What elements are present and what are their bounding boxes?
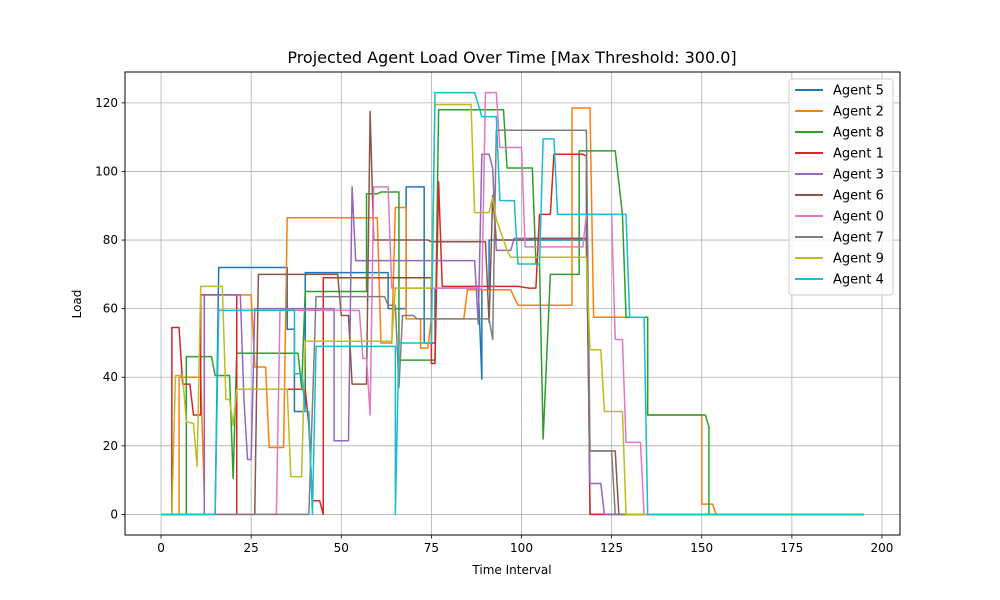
x-tick-label: 50	[334, 541, 349, 555]
x-tick-label: 75	[424, 541, 439, 555]
chart-title: Projected Agent Load Over Time [Max Thre…	[287, 48, 736, 67]
y-tick-label: 0	[110, 507, 118, 521]
series-line-agent-6	[161, 110, 864, 516]
x-tick-label: 125	[600, 541, 623, 555]
y-tick-label: 120	[95, 96, 118, 110]
y-tick-label: 60	[103, 302, 118, 316]
legend-label: Agent 6	[833, 189, 884, 204]
x-tick-label: 150	[690, 541, 713, 555]
x-tick-label: 175	[780, 541, 803, 555]
y-tick-label: 20	[103, 439, 118, 453]
series-line-agent-9	[161, 103, 864, 516]
series-line-agent-5	[161, 170, 864, 516]
legend-label: Agent 3	[833, 168, 884, 183]
x-axis-ticks: 0 25 50 75 100 125 150 175 200	[157, 535, 893, 555]
x-tick-label: 100	[510, 541, 533, 555]
y-axis-ticks: 0 20 40 60 80 100 120	[95, 96, 125, 521]
legend-label: Agent 9	[833, 252, 884, 267]
legend-label: Agent 8	[833, 126, 884, 141]
x-tick-label: 0	[157, 541, 165, 555]
series-line-agent-8	[161, 108, 864, 516]
series-line-agent-0	[161, 91, 864, 516]
y-tick-label: 40	[103, 370, 118, 384]
legend-label: Agent 5	[833, 84, 884, 99]
y-tick-label: 80	[103, 233, 118, 247]
series-group	[161, 91, 864, 516]
series-line-agent-4	[161, 91, 864, 516]
x-tick-label: 25	[244, 541, 259, 555]
y-tick-label: 100	[95, 164, 118, 178]
legend: Agent 5 Agent 2 Agent 8 Agent 1 Agent 3 Agent…	[788, 78, 894, 296]
legend-label: Agent 4	[833, 273, 884, 288]
plot-frame	[124, 71, 901, 536]
legend-label: Agent 2	[833, 105, 884, 120]
series-line-agent-1	[161, 153, 864, 516]
y-axis-label: Load	[70, 290, 84, 319]
series-line-agent-7	[161, 129, 864, 516]
x-axis-label: Time Interval	[471, 563, 551, 577]
legend-label: Agent 1	[833, 147, 884, 162]
x-tick-label: 200	[871, 541, 894, 555]
legend-label: Agent 7	[833, 231, 884, 246]
legend-label: Agent 0	[833, 210, 884, 225]
